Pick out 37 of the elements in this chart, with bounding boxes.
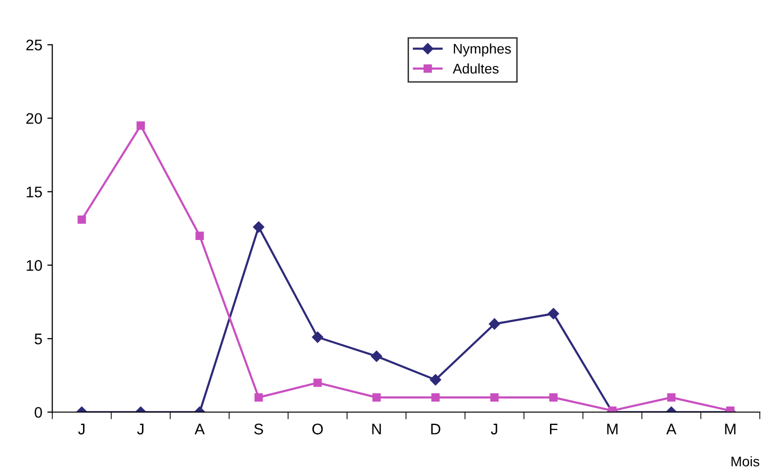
legend-label: Adultes [452,63,499,74]
point [136,121,145,130]
point [253,221,264,233]
x-tick-label: S [254,424,264,434]
x-tick-label: M [607,424,618,434]
y-tick-label: 25 [26,40,42,50]
x-tick-label: A [194,424,205,434]
point [490,393,499,402]
x-tick-label: J [78,424,84,434]
point [370,350,382,362]
y-tick-label: 15 [26,186,42,198]
y-tick-label: 5 [34,334,42,344]
point [488,318,500,330]
point [667,393,676,402]
point [196,232,204,240]
point [549,393,558,402]
x-tick-label: N [372,424,381,434]
y-tick-label: 10 [26,260,42,271]
point [431,393,440,402]
point [312,332,324,343]
point [430,374,442,386]
x-tick-label: A [666,424,676,434]
y-tick-label: 0 [34,406,42,418]
point [313,378,322,387]
point [78,215,86,224]
x-tick-label: F [550,424,558,434]
x-tick-label: J [137,424,144,434]
x-tick-label: J [490,424,498,434]
x-axis-title: Mois [732,456,760,466]
x-tick-label: O [312,424,323,434]
point [372,393,381,402]
point [254,393,263,402]
x-tick-label: D [431,424,440,434]
legend-label: Nymphes [454,43,511,56]
point [548,308,560,320]
y-tick-label: 20 [26,113,42,124]
x-tick-label: M [725,424,736,434]
